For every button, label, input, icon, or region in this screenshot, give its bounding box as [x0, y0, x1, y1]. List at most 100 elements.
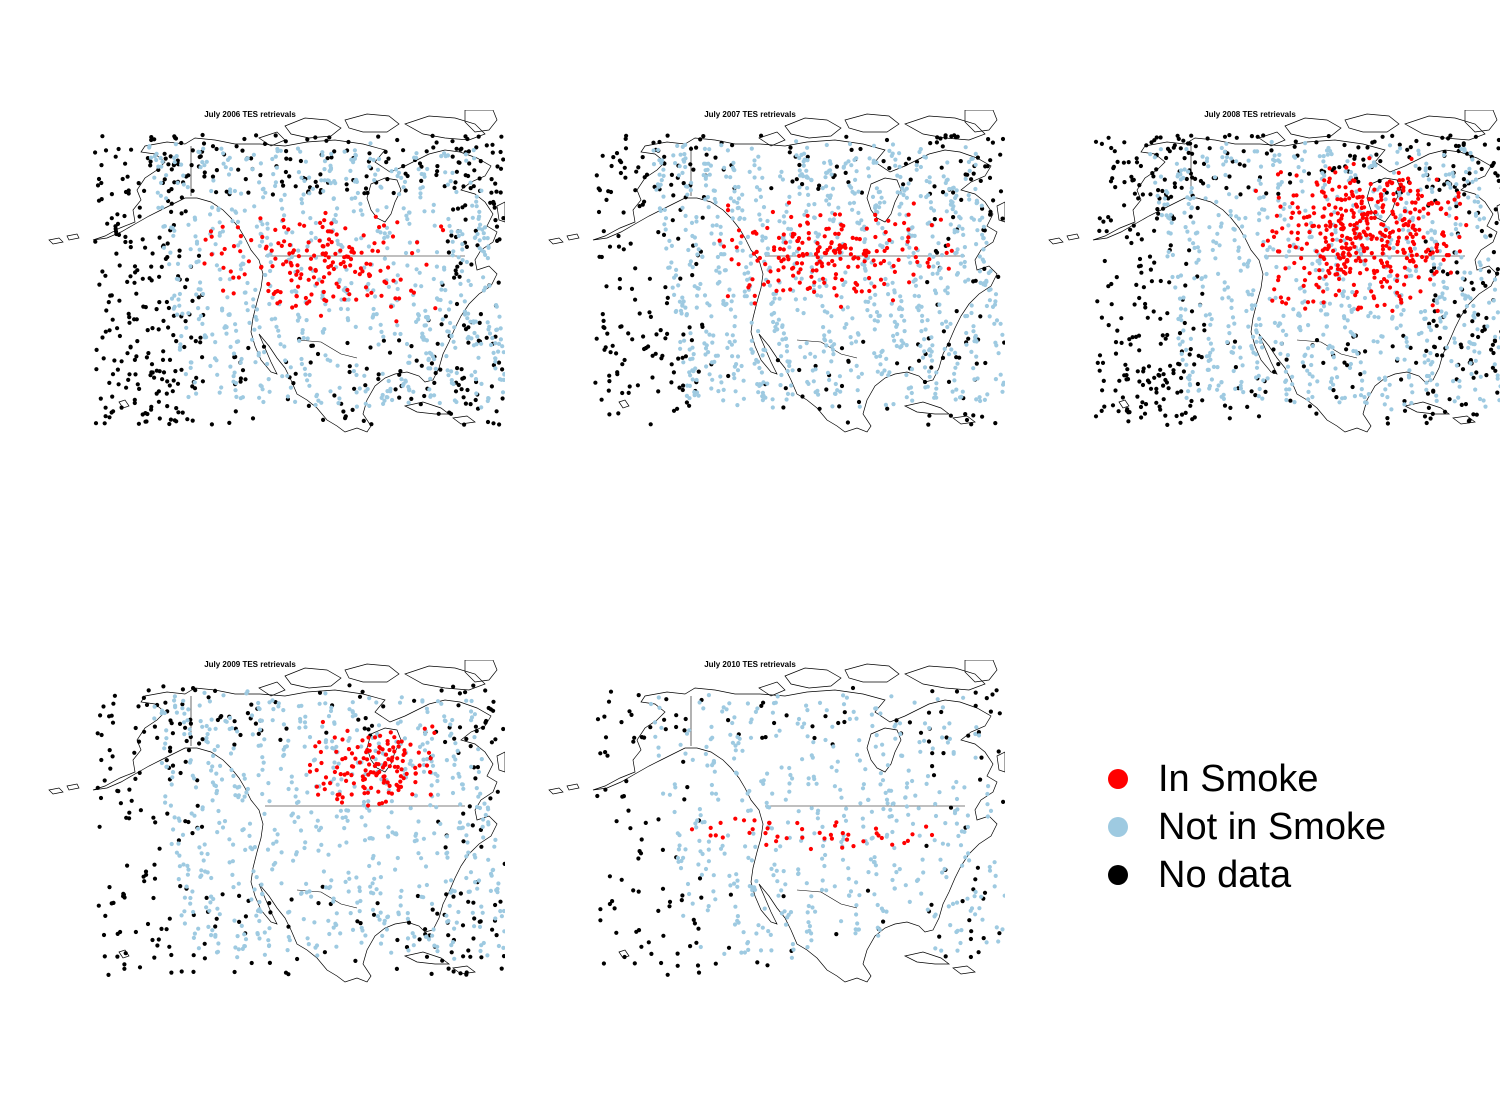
not-in-smoke-point [296, 170, 301, 175]
not-in-smoke-point [741, 396, 746, 401]
in-smoke-point [815, 249, 821, 254]
no-data-point [1301, 364, 1306, 369]
no-data-point [493, 334, 498, 339]
in-smoke-point [1372, 187, 1377, 192]
no-data-point [184, 738, 189, 744]
not-in-smoke-point [1206, 184, 1211, 189]
not-in-smoke-point [439, 280, 444, 285]
in-smoke-point [1382, 234, 1388, 239]
in-smoke-point [202, 261, 207, 266]
not-in-smoke-point [242, 208, 247, 213]
not-in-smoke-point [1170, 252, 1175, 258]
not-in-smoke-point [954, 250, 959, 255]
not-in-smoke-point [224, 325, 229, 330]
no-data-point [790, 179, 795, 184]
no-data-point [993, 421, 998, 426]
not-in-smoke-point [1178, 168, 1184, 173]
no-data-point [345, 340, 350, 346]
not-in-smoke-point [824, 343, 829, 348]
not-in-smoke-point [1413, 268, 1419, 274]
no-data-point [616, 244, 622, 249]
not-in-smoke-point [359, 236, 364, 241]
no-data-point [1261, 133, 1266, 138]
no-data-point [1158, 278, 1163, 284]
not-in-smoke-point [344, 176, 349, 181]
no-data-point [1495, 390, 1500, 395]
no-data-point [107, 328, 112, 333]
not-in-smoke-point [1441, 163, 1446, 168]
no-data-point [1161, 383, 1166, 388]
in-smoke-point [1337, 276, 1342, 282]
not-in-smoke-point [322, 178, 327, 183]
no-data-point [100, 269, 105, 274]
not-in-smoke-point [1156, 200, 1162, 205]
no-data-point [488, 796, 493, 801]
no-data-point [1162, 177, 1167, 182]
not-in-smoke-point [460, 782, 465, 787]
not-in-smoke-point [173, 142, 178, 147]
not-in-smoke-point [277, 334, 282, 339]
not-in-smoke-point [1398, 146, 1403, 151]
not-in-smoke-point [680, 295, 685, 300]
not-in-smoke-point [802, 355, 807, 360]
not-in-smoke-point [301, 335, 306, 341]
not-in-smoke-point [494, 303, 499, 308]
no-data-point [152, 862, 157, 867]
no-data-point [466, 948, 471, 953]
not-in-smoke-point [1394, 161, 1399, 166]
no-data-point [196, 253, 202, 258]
not-in-smoke-point [718, 231, 723, 236]
not-in-smoke-point [975, 376, 980, 381]
no-data-point [1378, 159, 1383, 164]
not-in-smoke-point [300, 328, 305, 333]
not-in-smoke-point [850, 207, 855, 212]
not-in-smoke-point [980, 215, 985, 220]
not-in-smoke-point [863, 268, 868, 273]
not-in-smoke-point [742, 216, 747, 221]
no-data-point [1363, 349, 1368, 354]
in-smoke-point [1299, 246, 1304, 251]
no-data-point [174, 339, 179, 344]
not-in-smoke-point [1222, 149, 1227, 154]
no-data-point [701, 134, 706, 139]
not-in-smoke-point [1279, 341, 1284, 346]
not-in-smoke-point [416, 167, 421, 172]
not-in-smoke-point [830, 404, 835, 409]
not-in-smoke-point [405, 263, 410, 268]
not-in-smoke-point [819, 255, 824, 260]
in-smoke-point [848, 246, 853, 251]
not-in-smoke-point [1429, 228, 1434, 233]
no-data-point [132, 280, 137, 285]
no-data-point [101, 704, 106, 709]
not-in-smoke-point [323, 353, 328, 358]
not-in-smoke-point [470, 203, 475, 208]
no-data-point [324, 138, 329, 143]
no-data-point [165, 404, 170, 409]
not-in-smoke-point [900, 186, 905, 191]
not-in-smoke-point [977, 395, 982, 400]
not-in-smoke-point [1199, 276, 1204, 282]
not-in-smoke-point [1300, 157, 1305, 162]
in-smoke-point [329, 240, 334, 245]
in-smoke-point [1408, 210, 1413, 215]
not-in-smoke-point [1224, 155, 1230, 160]
not-in-smoke-point [745, 234, 751, 239]
in-smoke-point [209, 234, 214, 239]
no-data-point [417, 937, 422, 942]
no-data-point [375, 901, 380, 906]
no-data-point [1189, 133, 1194, 138]
not-in-smoke-point [1478, 204, 1483, 209]
no-data-point [1113, 185, 1118, 190]
not-in-smoke-point [427, 387, 432, 392]
no-data-point [958, 159, 963, 164]
not-in-smoke-point [760, 234, 765, 239]
no-data-point [824, 387, 829, 392]
no-data-point [171, 378, 176, 383]
in-smoke-point [1278, 295, 1283, 300]
in-smoke-point [818, 213, 823, 218]
not-in-smoke-point [421, 337, 426, 342]
no-data-point [837, 404, 842, 409]
not-in-smoke-point [440, 342, 445, 347]
no-data-point [1179, 412, 1185, 417]
not-in-smoke-point [702, 293, 708, 298]
